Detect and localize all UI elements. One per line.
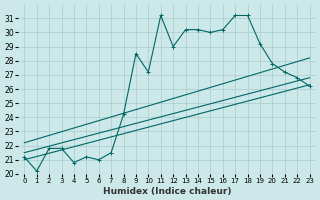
X-axis label: Humidex (Indice chaleur): Humidex (Indice chaleur)	[103, 187, 231, 196]
